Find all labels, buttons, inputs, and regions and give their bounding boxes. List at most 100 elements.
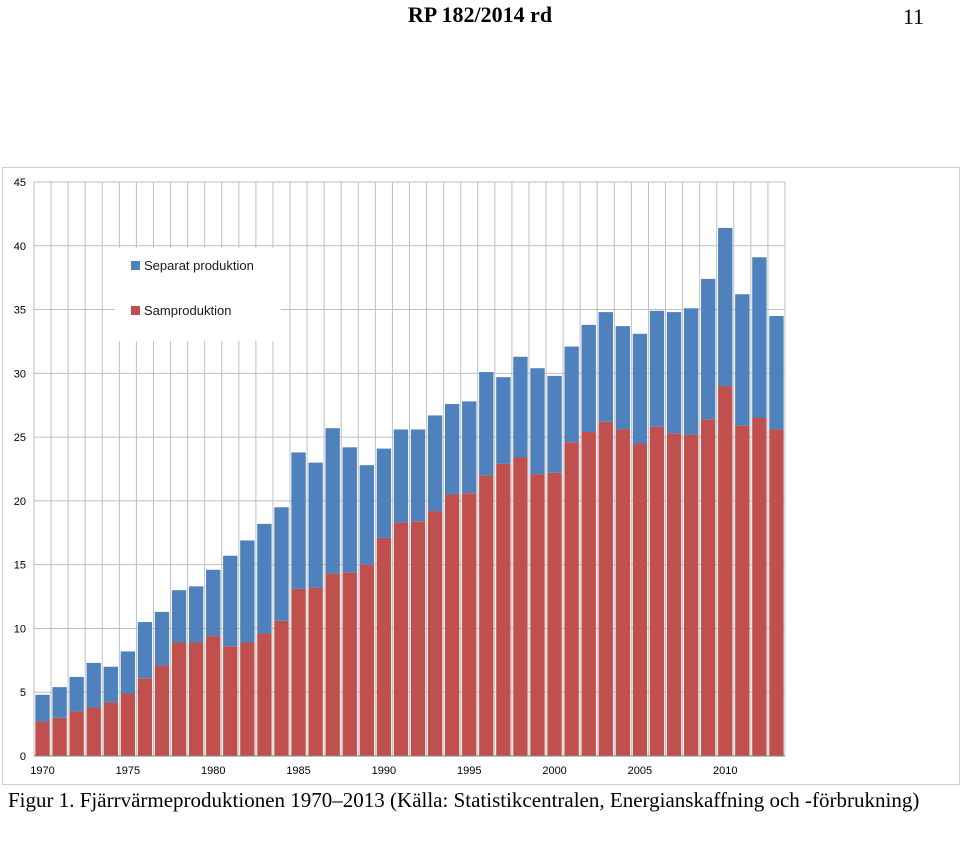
bar-samproduktion-1991: [393, 522, 409, 756]
bar-separat-produktion-2006: [649, 310, 665, 427]
document-header-title: RP 182/2014 rd: [407, 2, 553, 27]
bar-samproduktion-2000: [547, 472, 562, 756]
bar-samproduktion-1970: [35, 721, 50, 756]
bar-separat-produktion-1971: [52, 687, 67, 718]
bar-separat-produktion-2000: [547, 375, 562, 473]
bar-separat-produktion-2005: [632, 333, 648, 444]
x-tick-label: 1980: [201, 765, 225, 777]
bar-samproduktion-1981: [223, 646, 238, 756]
bar-separat-produktion-2010: [718, 227, 733, 387]
y-tick-label: 5: [20, 687, 26, 699]
figure-caption: Figur 1. Fjärrvärmeproduktionen 1970–201…: [8, 788, 920, 812]
bar-separat-produktion-2004: [615, 326, 631, 430]
bar-separat-produktion-1996: [479, 372, 494, 476]
bar-separat-produktion-1974: [103, 666, 118, 703]
bar-separat-produktion-1984: [274, 507, 289, 621]
bar-samproduktion-1972: [69, 711, 84, 756]
bar-samproduktion-2002: [581, 432, 596, 756]
x-tick-label: 1995: [457, 765, 481, 777]
x-tick-label: 1990: [372, 765, 396, 777]
bar-separat-produktion-1980: [206, 569, 221, 637]
bar-separat-produktion-1983: [257, 523, 272, 634]
bar-separat-produktion-1975: [120, 651, 136, 694]
bar-samproduktion-1994: [445, 494, 460, 756]
bar-samproduktion-1976: [137, 678, 153, 756]
bar-samproduktion-1998: [513, 457, 528, 756]
bar-separat-produktion-1992: [410, 429, 426, 522]
bar-samproduktion-1971: [52, 717, 67, 756]
x-tick-label: 1970: [30, 765, 54, 777]
bar-samproduktion-1979: [188, 642, 204, 756]
bar-separat-produktion-1982: [240, 540, 255, 643]
x-tick-label: 1975: [116, 765, 140, 777]
bar-samproduktion-1987: [325, 573, 340, 756]
bar-samproduktion-1973: [86, 707, 101, 756]
y-tick-label: 40: [14, 241, 26, 253]
bar-samproduktion-2010: [718, 386, 733, 756]
bar-separat-produktion-1978: [171, 590, 187, 643]
bar-separat-produktion-1989: [359, 465, 374, 565]
legend-label-samproduktion: Samproduktion: [144, 303, 231, 318]
y-tick-label: 15: [14, 560, 26, 572]
x-tick-label: 2000: [542, 765, 566, 777]
bar-separat-produktion-1991: [393, 429, 409, 523]
bar-samproduktion-2005: [632, 443, 648, 756]
bar-separat-produktion-2011: [735, 294, 750, 426]
bar-samproduktion-1988: [342, 572, 357, 756]
bar-samproduktion-1974: [103, 702, 118, 756]
bar-samproduktion-1986: [308, 587, 323, 756]
bar-separat-produktion-1993: [427, 415, 443, 512]
bar-samproduktion-1993: [427, 511, 443, 756]
bar-samproduktion-2004: [615, 429, 631, 756]
bar-separat-produktion-2009: [701, 278, 716, 420]
y-tick-label: 20: [14, 496, 26, 508]
bar-samproduktion-1992: [410, 521, 426, 756]
legend-swatch-separat-produktion: [131, 261, 140, 270]
bar-samproduktion-2013: [769, 429, 784, 756]
bar-samproduktion-1999: [530, 474, 545, 756]
bar-samproduktion-2008: [683, 434, 699, 756]
bar-separat-produktion-2012: [752, 257, 767, 418]
bar-separat-produktion-1976: [137, 622, 153, 679]
bar-separat-produktion-1987: [325, 428, 340, 574]
bar-samproduktion-1997: [496, 463, 511, 756]
bar-samproduktion-2001: [564, 442, 579, 756]
bar-separat-produktion-1970: [35, 694, 50, 722]
bar-separat-produktion-1997: [496, 377, 511, 464]
bar-separat-produktion-1977: [154, 611, 170, 666]
legend-panel: [115, 248, 281, 341]
bar-samproduktion-2007: [666, 433, 682, 756]
x-tick-label: 1985: [286, 765, 310, 777]
bar-samproduktion-1995: [462, 493, 477, 756]
bar-samproduktion-1977: [154, 665, 170, 756]
bar-separat-produktion-1985: [291, 452, 306, 589]
legend-swatch-samproduktion: [131, 306, 140, 315]
bar-separat-produktion-2003: [598, 312, 613, 422]
bar-samproduktion-1975: [120, 693, 136, 756]
bar-separat-produktion-2013: [769, 315, 784, 430]
bar-samproduktion-2003: [598, 421, 613, 756]
bar-samproduktion-1983: [257, 633, 272, 756]
bar-separat-produktion-2007: [666, 312, 682, 434]
y-tick-label: 35: [14, 305, 26, 317]
x-tick-label: 2005: [628, 765, 652, 777]
bar-samproduktion-1996: [479, 475, 494, 756]
page-number: 11: [902, 4, 924, 29]
bar-samproduktion-1990: [376, 537, 392, 756]
y-tick-label: 30: [14, 368, 26, 380]
bar-samproduktion-2011: [735, 425, 750, 756]
bar-samproduktion-2012: [752, 417, 767, 756]
bar-samproduktion-1978: [171, 642, 187, 756]
bar-separat-produktion-1999: [530, 368, 545, 475]
bar-samproduktion-1982: [240, 642, 255, 756]
bar-separat-produktion-1973: [86, 662, 101, 708]
bar-samproduktion-1985: [291, 588, 306, 756]
chart-frame: 0 5 10 15 20 25 30 35 40 45 1970 1975 1980 1985 1990 19…: [2, 167, 960, 785]
bar-separat-produktion-1972: [69, 676, 84, 712]
legend-label-separat-produktion: Separat produktion: [144, 258, 254, 273]
bar-separat-produktion-1988: [342, 447, 357, 573]
bar-separat-produktion-1986: [308, 462, 323, 588]
y-tick-label: 10: [14, 623, 26, 635]
bar-samproduktion-2006: [649, 426, 665, 756]
y-tick-label: 0: [20, 751, 26, 763]
